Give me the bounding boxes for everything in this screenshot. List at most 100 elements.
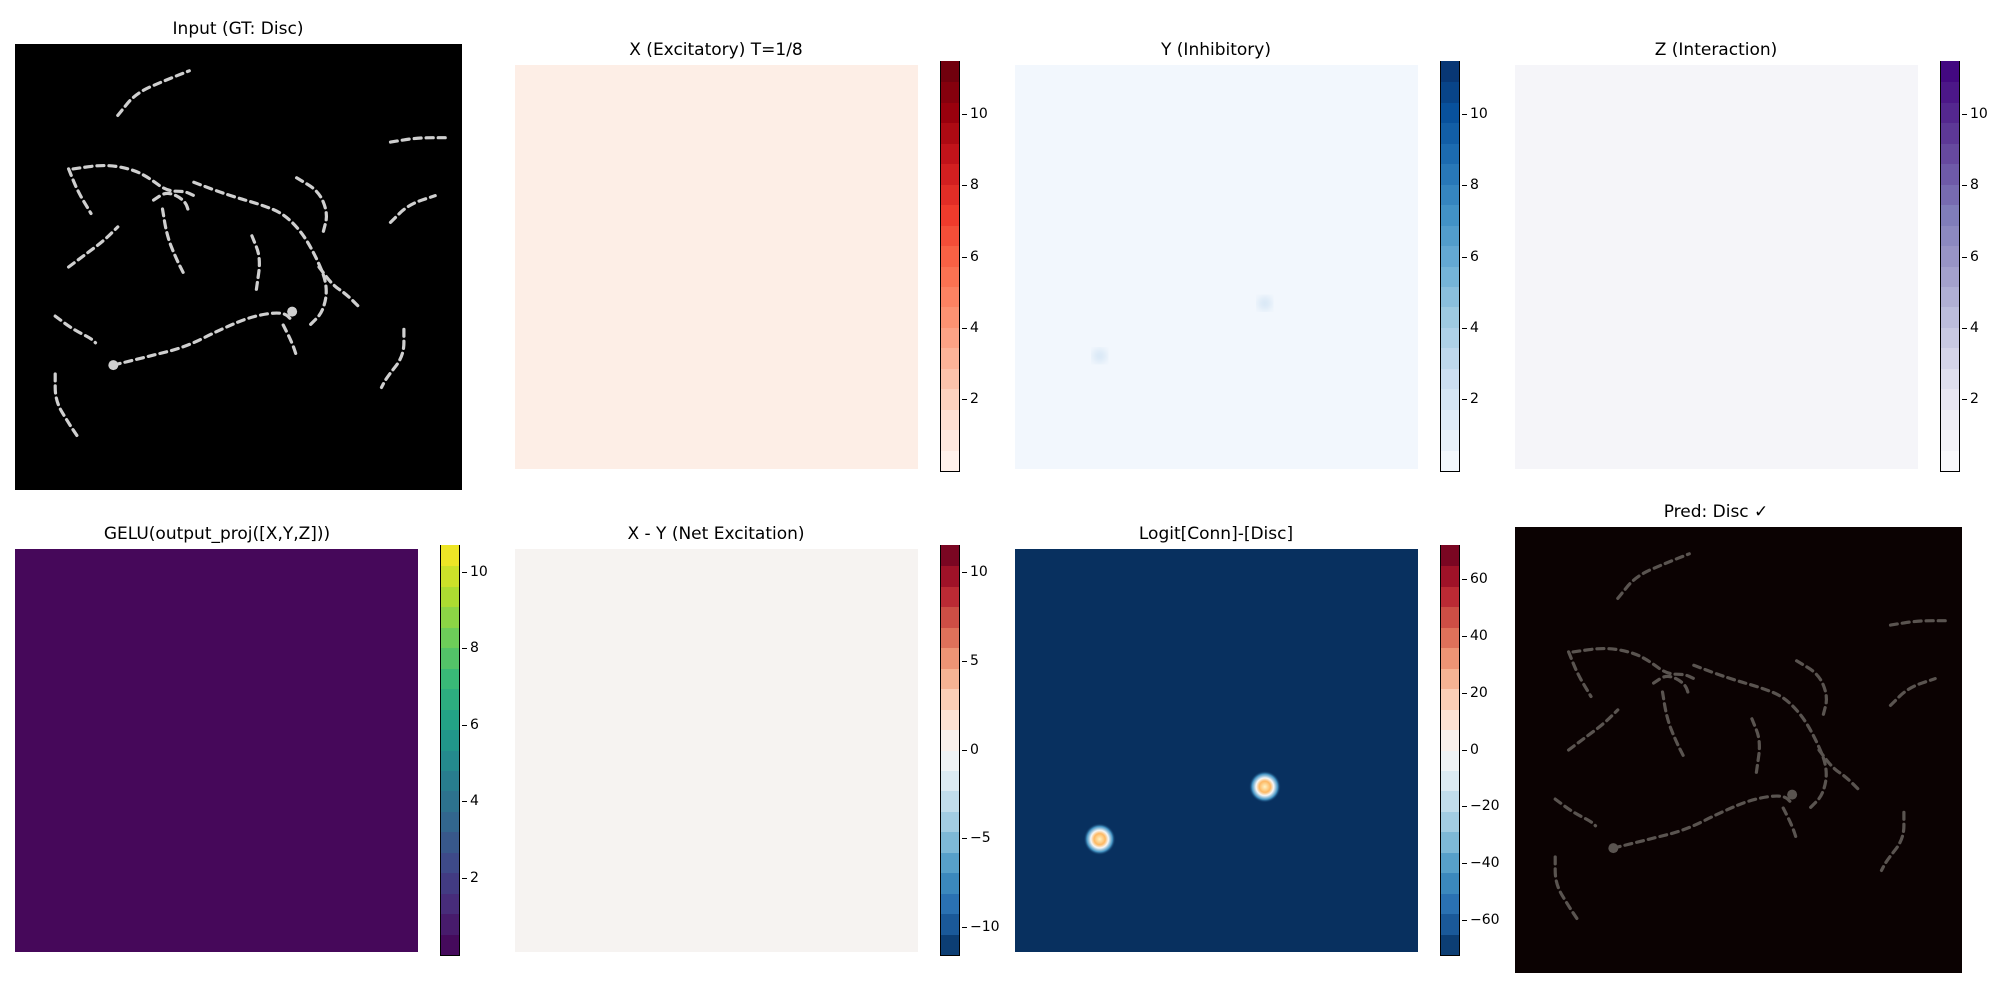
- colorbar-tick-label: 4: [1462, 319, 1479, 336]
- dashed-curve: [1652, 674, 1691, 699]
- colorbar-tick-label: 4: [1962, 319, 1979, 336]
- colorbar-level: [1941, 244, 1959, 267]
- colorbar-tick-label: 10: [962, 563, 988, 580]
- colorbar-level: [1441, 790, 1459, 812]
- colorbar-level: [941, 810, 959, 833]
- heatmap-z: [1515, 65, 1918, 469]
- dashed-curve: [295, 176, 329, 233]
- colorbar-level: [441, 892, 459, 915]
- colorbar-tick-label: −10: [962, 919, 1000, 936]
- colorbar-level: [441, 871, 459, 894]
- colorbar-tick-label: 0: [1462, 741, 1479, 758]
- colorbar-level: [941, 667, 959, 690]
- dashed-curve: [1616, 552, 1691, 600]
- colorbar-level: [941, 163, 959, 185]
- dashed-curve: [192, 180, 328, 327]
- colorbar-level: [941, 606, 959, 628]
- colorbar-level: [1941, 408, 1959, 431]
- colorbar-level: [1441, 285, 1459, 308]
- colorbar-level: [941, 626, 959, 649]
- colorbar-tick-label: −60: [1462, 911, 1500, 928]
- colorbar-level: [1441, 306, 1459, 328]
- heatmap-y: [1015, 65, 1418, 469]
- heatmap-background: [1515, 527, 1962, 973]
- colorbar-level: [1441, 626, 1459, 649]
- dashed-curve: [1660, 690, 1687, 761]
- colorbar-level: [1941, 387, 1959, 410]
- dashed-curve: [1888, 619, 1951, 627]
- colorbar-tick-label: −20: [1462, 798, 1500, 815]
- colorbar-level: [1441, 408, 1459, 431]
- heatmap-svg-4: [15, 549, 418, 952]
- dashed-curve: [1611, 794, 1794, 850]
- colorbar-level: [1941, 326, 1959, 349]
- heatmap-pred: [1515, 527, 1962, 973]
- colorbar-tick-label: 8: [1962, 177, 1979, 194]
- panel-title-z: Z (Interaction): [1654, 40, 1778, 60]
- heatmap-svg-0: [15, 44, 462, 490]
- heatmap-gelu: [15, 549, 418, 952]
- colorbar-tick-label: 6: [462, 716, 479, 733]
- endpoint-dot: [108, 360, 119, 371]
- colorbar-level: [1941, 367, 1959, 390]
- faint-spot: [1257, 296, 1272, 311]
- colorbar-tick-label: 60: [1462, 571, 1488, 588]
- colorbar-level: [441, 912, 459, 935]
- colorbar-level: [1441, 347, 1459, 369]
- colorbar-level: [941, 912, 959, 935]
- dashed-curve: [160, 207, 187, 278]
- colorbar-tick-label: 6: [962, 248, 979, 265]
- colorbar-level: [941, 585, 959, 608]
- hotspot: [1248, 770, 1281, 803]
- colorbar-tick-label: 10: [462, 563, 488, 580]
- dashed-curve: [388, 136, 451, 144]
- colorbar-level: [941, 101, 959, 124]
- colorbar-level: [941, 142, 959, 165]
- hotspot: [1083, 823, 1116, 856]
- colorbar-level: [1941, 142, 1959, 165]
- dashed-curve: [1888, 677, 1937, 707]
- colorbar-level: [441, 831, 459, 853]
- colorbar-level: [1941, 122, 1959, 144]
- colorbar-level: [441, 769, 459, 792]
- panel-title-x: X (Excitatory) T=1/8: [629, 40, 803, 60]
- dashed-curve: [250, 234, 261, 291]
- colorbar-level: [941, 347, 959, 369]
- colorbar-level: [1441, 708, 1459, 731]
- dashed-curve: [281, 323, 299, 358]
- colorbar-level: [1441, 367, 1459, 390]
- colorbar-level: [1941, 306, 1959, 328]
- colorbar-level: [441, 687, 459, 710]
- colorbar-level: [941, 367, 959, 390]
- colorbar-level: [1941, 449, 1959, 471]
- colorbar-tick-label: 5: [962, 652, 979, 669]
- colorbar-level: [1941, 101, 1959, 124]
- colorbar-level: [1941, 60, 1959, 83]
- colorbar-level: [1441, 728, 1459, 751]
- colorbar-tick-label: 8: [962, 177, 979, 194]
- colorbar-level: [441, 565, 459, 587]
- dashed-curve: [67, 225, 120, 269]
- colorbar-level: [1941, 224, 1959, 247]
- colorbar-tick-label: 6: [1462, 248, 1479, 265]
- dashed-curve: [1879, 810, 1906, 872]
- colorbar-level: [941, 565, 959, 587]
- colorbar-level: [941, 708, 959, 731]
- panel-title-pred: Pred: Disc ✓: [1663, 502, 1769, 522]
- heatmap-background: [15, 44, 462, 490]
- dashed-curve: [1553, 797, 1598, 828]
- endpoint-dot: [287, 306, 298, 317]
- colorbar-level: [941, 224, 959, 247]
- colorbar-level: [1941, 203, 1959, 226]
- colorbar-gelu: [440, 544, 460, 956]
- colorbar-level: [441, 728, 459, 751]
- panel-title-y: Y (Inhibitory): [1161, 40, 1271, 60]
- colorbar-level: [941, 749, 959, 771]
- colorbar-level: [441, 810, 459, 833]
- colorbar-level: [941, 647, 959, 669]
- colorbar-level: [441, 790, 459, 812]
- colorbar-level: [1941, 428, 1959, 451]
- colorbar-level: [1441, 667, 1459, 690]
- colorbar-level: [441, 933, 459, 955]
- colorbar-level: [941, 449, 959, 471]
